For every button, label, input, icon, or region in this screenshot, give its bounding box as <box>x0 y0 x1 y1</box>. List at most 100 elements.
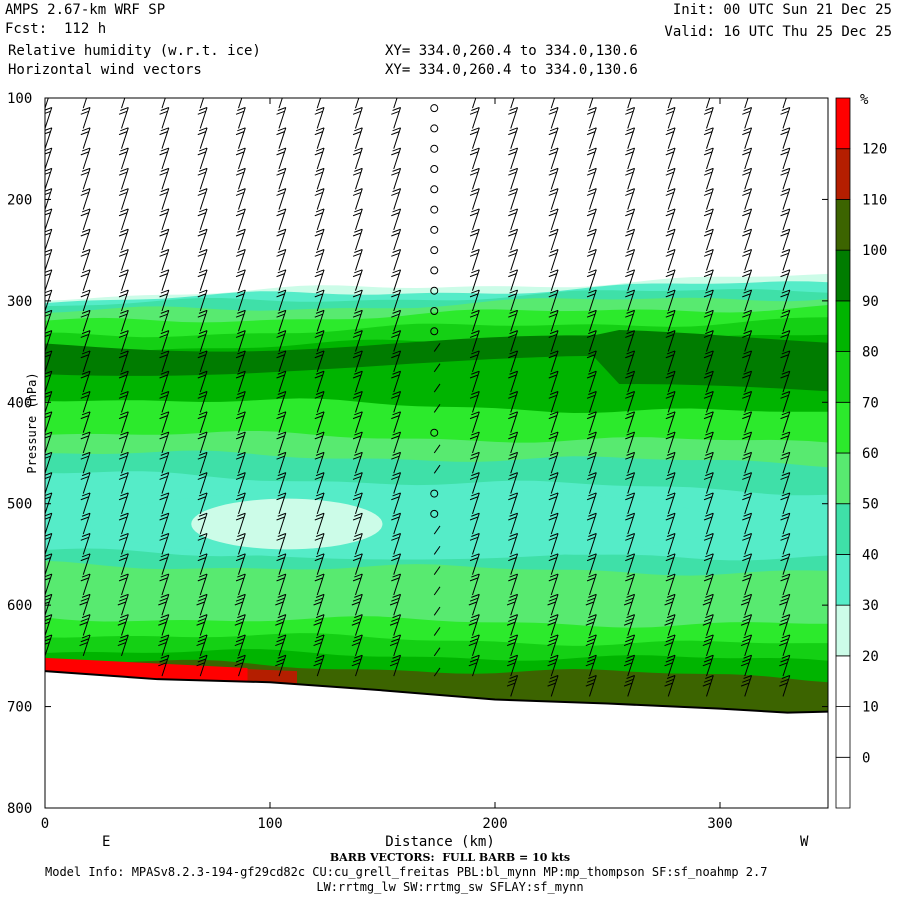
barb-tick <box>314 191 323 196</box>
barb-tick <box>196 642 205 647</box>
barb-staff <box>355 249 363 271</box>
barb-tick <box>625 333 634 338</box>
barb-staff <box>161 553 170 575</box>
barb-tick <box>781 492 790 497</box>
barb-tick <box>391 212 400 217</box>
barb-tick <box>237 654 246 659</box>
barb-tick <box>508 91 516 94</box>
barb-tick <box>588 330 597 335</box>
barb-staff <box>161 634 170 657</box>
barb-staff <box>433 403 441 413</box>
colorbar-swatch <box>835 401 851 454</box>
barb-tick <box>158 642 167 647</box>
barb-tick <box>197 212 206 217</box>
barb-tick <box>159 577 168 582</box>
barb-tick <box>45 232 51 236</box>
barb-tick <box>81 573 91 578</box>
barb-tick <box>586 151 596 156</box>
barb-tick <box>389 662 399 667</box>
barb-staff <box>161 350 170 373</box>
barb-tick <box>626 127 635 132</box>
barb-staff <box>744 310 753 332</box>
barb-tick <box>510 87 518 90</box>
barb-staff <box>782 229 791 251</box>
barb-tick <box>509 188 518 193</box>
barb-tick <box>548 394 557 399</box>
barb-tick <box>118 536 128 541</box>
barb-tick <box>743 127 752 132</box>
barb-tick <box>118 516 128 521</box>
barb-staff <box>706 168 714 190</box>
barb-staff <box>316 127 325 149</box>
barb-tick <box>664 662 673 667</box>
barb-column <box>664 98 676 697</box>
barb-tick <box>623 621 633 626</box>
barb-tick <box>548 435 557 440</box>
barb-tick <box>588 614 597 619</box>
barb-tick <box>159 131 168 136</box>
barb-tick <box>665 496 674 501</box>
barb-tick <box>703 171 713 176</box>
barb-tick <box>276 658 285 663</box>
barb-tick <box>120 188 129 193</box>
barb-tick <box>276 110 285 115</box>
barb-staff <box>355 533 363 555</box>
barb-tick <box>509 553 518 558</box>
barb-staff <box>782 573 791 596</box>
barb-staff <box>161 147 170 170</box>
barb-tick <box>547 621 556 626</box>
barb-tick <box>703 496 713 501</box>
barb-tick <box>781 188 790 193</box>
barb-tick <box>277 107 286 111</box>
barb-tick <box>666 107 676 111</box>
barb-tick <box>392 289 401 294</box>
barb-staff <box>667 431 676 454</box>
barb-tick <box>508 475 517 480</box>
barb-tick <box>315 147 325 152</box>
barb-tick <box>781 634 790 639</box>
barb-staff <box>472 492 480 515</box>
barb-tick <box>277 167 286 172</box>
barb-staff <box>782 594 791 616</box>
barb-tick <box>665 374 674 379</box>
barb-tick <box>743 431 752 436</box>
barb-tick <box>665 313 674 318</box>
barb-tick <box>351 601 361 606</box>
wind-barb-layer <box>45 87 791 697</box>
barb-staff <box>744 634 753 657</box>
barb-staff <box>433 545 441 555</box>
barb-tick <box>548 354 557 359</box>
barb-staff <box>355 452 363 474</box>
barb-tick <box>45 638 51 642</box>
barb-tick <box>626 330 635 335</box>
barb-staff <box>45 614 53 636</box>
barb-tick <box>315 167 325 172</box>
barb-staff <box>589 127 597 149</box>
barb-tick <box>705 472 714 477</box>
barb-tick <box>586 273 596 278</box>
barb-tick <box>509 573 518 578</box>
barb-tick <box>314 516 323 521</box>
barb-tick <box>159 212 168 217</box>
barb-staff <box>744 98 749 109</box>
barb-tick <box>120 127 129 132</box>
barb-staff <box>82 269 91 291</box>
barb-tick <box>586 597 596 602</box>
barb-tick <box>508 313 517 318</box>
barb-staff <box>121 127 129 149</box>
barb-tick <box>548 273 557 278</box>
barb-tick <box>277 188 286 193</box>
barb-tick <box>159 536 168 541</box>
barb-staff <box>121 147 129 170</box>
barb-staff <box>510 391 519 413</box>
barb-tick <box>160 188 169 193</box>
barb-tick <box>588 675 597 679</box>
barb-staff <box>121 533 129 555</box>
barb-tick <box>705 269 714 274</box>
barb-staff <box>316 98 322 109</box>
barb-tick <box>237 208 246 213</box>
barb-staff <box>278 350 287 373</box>
barb-tick <box>743 107 752 111</box>
barb-tick <box>625 273 634 278</box>
y-tick-label: 100 <box>7 91 32 107</box>
